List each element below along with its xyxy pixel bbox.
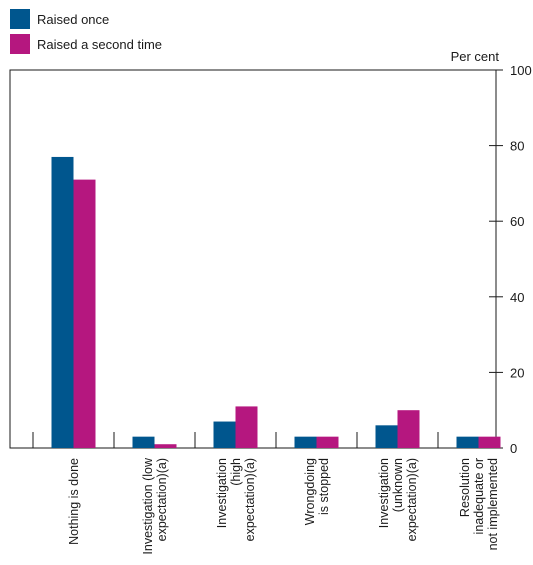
y-tick-label-80: 80 — [510, 139, 524, 154]
y-tick-label-40: 40 — [510, 290, 524, 305]
x-axis — [32, 432, 439, 448]
x-tick-label-2: Investigation (high expectation)(a) — [215, 458, 257, 541]
bar-raised-second-time-5 — [478, 436, 501, 448]
y-tick-label-20: 20 — [510, 365, 524, 380]
bar-raised-once-3 — [294, 436, 317, 448]
x-tick-label-line: is stopped — [317, 458, 331, 515]
x-tick-label-line: expectation)(a) — [155, 458, 169, 541]
x-tick-label-line: (high — [229, 458, 243, 486]
bar-raised-once-5 — [456, 436, 479, 448]
x-tick-label-line: Investigation (low — [141, 457, 155, 555]
x-tick-label-1: Investigation (low expectation)(a) — [141, 457, 169, 555]
y-tick-label-60: 60 — [510, 214, 524, 229]
x-tick-label-line: not implemented — [486, 458, 500, 550]
bar-raised-second-time-3 — [316, 436, 339, 448]
x-tick-label-3: Wrongdoing is stopped — [303, 458, 331, 525]
x-axis-tick-labels: Nothing is done Investigation (low expecta… — [67, 457, 500, 555]
legend-swatch-raised-once — [10, 9, 30, 29]
x-tick-label-line: inadequate or — [472, 458, 486, 534]
bar-raised-second-time-1 — [154, 444, 177, 448]
x-tick-label-line: (unknown — [391, 458, 405, 512]
x-tick-label-line: Investigation — [215, 458, 229, 528]
x-tick-label-line: expectation)(a) — [243, 458, 257, 541]
bar-raised-once-1 — [132, 436, 155, 448]
x-tick-label-line: Wrongdoing — [303, 458, 317, 525]
bar-raised-second-time-2 — [235, 406, 258, 448]
x-tick-label-0: Nothing is done — [67, 458, 81, 545]
legend-swatch-raised-second-time — [10, 34, 30, 54]
y-axis-label: Per cent — [451, 49, 500, 64]
bar-raised-once-4 — [375, 425, 398, 448]
y-tick-label-100: 100 — [510, 63, 532, 78]
legend-item-raised-second-time: Raised a second time — [10, 34, 162, 54]
legend-label-raised-second-time: Raised a second time — [37, 36, 163, 52]
y-axis: 0 20 40 60 80 100 — [489, 63, 532, 456]
legend-label-raised-once: Raised once — [37, 11, 110, 27]
x-tick-label-5: Resolution inadequate or not implemented — [458, 458, 500, 550]
legend-item-raised-once: Raised once — [10, 9, 109, 29]
x-tick-label-line: expectation)(a) — [405, 458, 419, 541]
bar-raised-once-2 — [213, 421, 236, 448]
x-tick-label-line: Resolution — [458, 458, 472, 517]
x-tick-label-line: Investigation — [377, 458, 391, 528]
x-tick-label-line: Nothing is done — [67, 458, 81, 545]
bars — [51, 156, 501, 448]
x-tick-label-4: Investigation (unknown expectation)(a) — [377, 458, 419, 541]
bar-raised-second-time-4 — [397, 410, 420, 448]
bar-raised-once-0 — [51, 156, 74, 448]
bar-raised-second-time-0 — [73, 179, 96, 448]
y-tick-label-0: 0 — [510, 441, 517, 456]
